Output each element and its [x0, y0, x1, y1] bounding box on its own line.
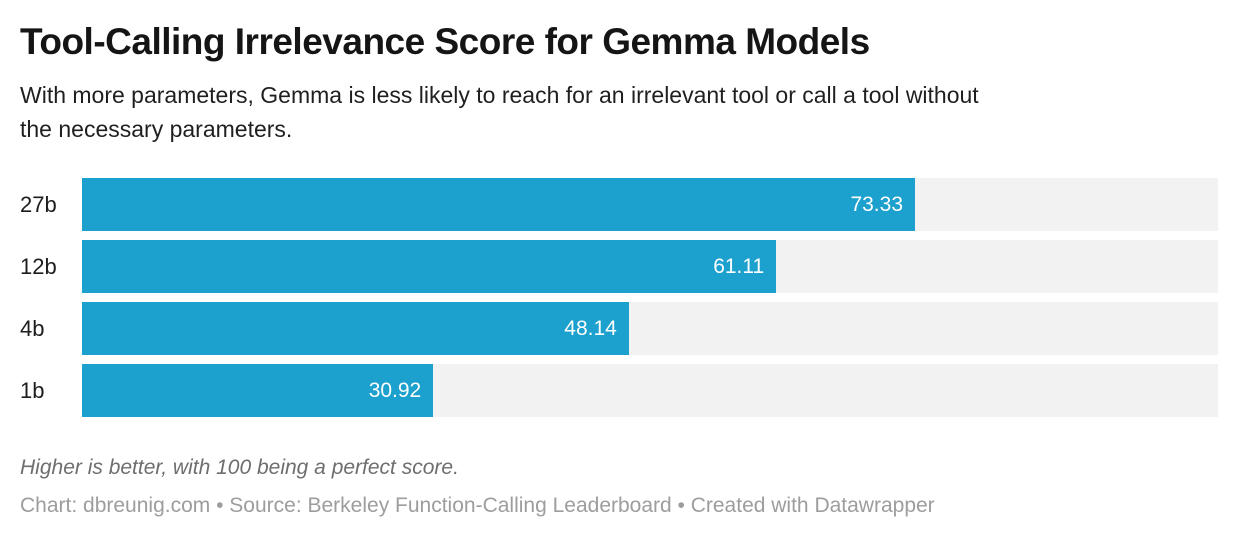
bar-row: 1b 30.92: [20, 364, 1218, 417]
chart-title: Tool-Calling Irrelevance Score for Gemma…: [20, 21, 870, 62]
bar-track: 73.33: [82, 178, 1218, 231]
bar: 30.92: [82, 364, 434, 417]
bar: 48.14: [82, 302, 629, 355]
value-label: 48.14: [564, 316, 617, 340]
value-label: 30.92: [368, 378, 422, 402]
category-label: 1b: [20, 377, 45, 403]
chart-byline: Chart: dbreunig.com • Source: Berkeley F…: [20, 494, 935, 517]
category-label: 4b: [20, 315, 45, 341]
bar-row: 12b 61.11: [20, 240, 1218, 293]
value-label: 61.11: [713, 254, 765, 278]
category-label: 27b: [20, 191, 57, 217]
bar: 73.33: [82, 178, 916, 231]
bar-track: 30.92: [82, 364, 1218, 417]
chart-note: Higher is better, with 100 being a perfe…: [20, 456, 459, 479]
subtitle-line-1: With more parameters, Gemma is less like…: [20, 82, 979, 108]
bar-row: 4b 48.14: [20, 302, 1218, 355]
category-label: 12b: [20, 253, 57, 279]
bar-row: 27b 73.33: [20, 178, 1218, 231]
bar-chart: 27b 73.33 12b 61.11 4b 48.14 1b 30.92: [20, 178, 1218, 417]
bar-track: 48.14: [82, 302, 1218, 355]
bar: 61.11: [82, 240, 777, 293]
chart-subtitle: With more parameters, Gemma is less like…: [20, 78, 1218, 146]
value-label: 73.33: [850, 192, 904, 216]
subtitle-line-2: the necessary parameters.: [20, 116, 293, 142]
bar-track: 61.11: [82, 240, 1218, 293]
